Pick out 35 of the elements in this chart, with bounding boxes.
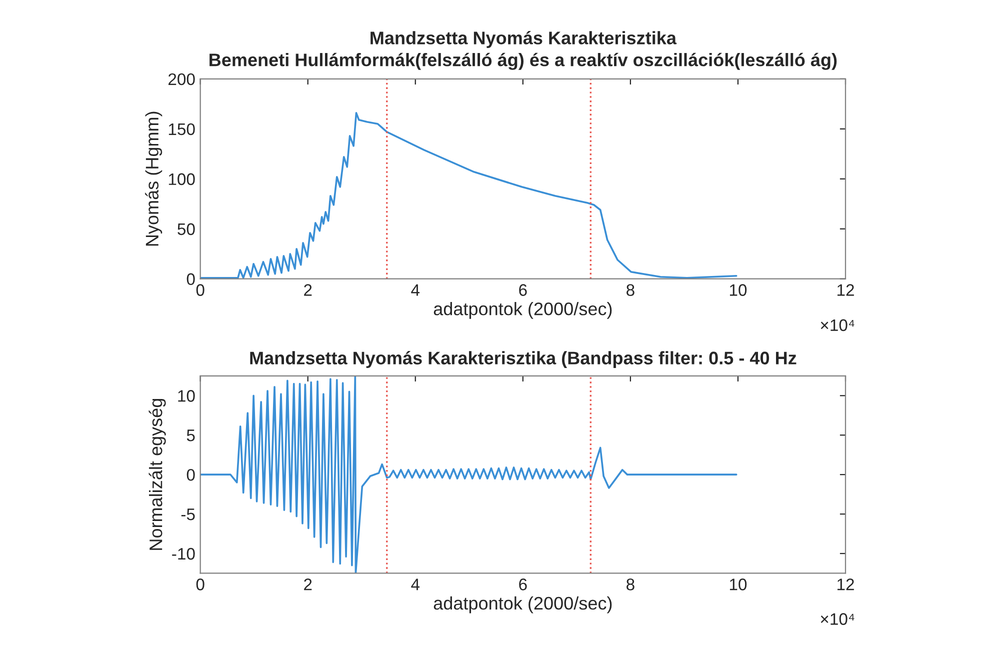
y-tick-label: 10 <box>178 390 195 402</box>
x-axis-title: adatpontok (2000/sec) <box>434 302 612 319</box>
x-tick-label: 0 <box>196 578 204 590</box>
line-series <box>200 376 738 574</box>
x-tick-label: 10 <box>730 284 747 296</box>
x-tick-label: 0 <box>196 284 204 296</box>
x-tick-label: 4 <box>411 578 420 590</box>
x-tick-label: 2 <box>304 284 312 296</box>
y-tick-label: 150 <box>168 123 195 136</box>
chart-title: Mandzsetta Nyomás Karakterisztika (Bandpass filter: 0.5 - 40 Hz <box>250 351 796 368</box>
y-axis-title: Nyomás (Hgmm) <box>145 112 162 246</box>
x-tick-label: 8 <box>626 578 634 590</box>
y-tick-label: 5 <box>186 430 195 442</box>
y-tick-label: 50 <box>178 223 195 236</box>
x-tick-label: 6 <box>519 284 527 296</box>
x-tick-label: 12 <box>838 284 854 296</box>
line-series <box>200 112 738 279</box>
y-tick-label: 0 <box>186 273 195 286</box>
text: ×10⁴ <box>820 613 854 625</box>
y-axis-title: Normalizált egység <box>148 398 166 550</box>
y-tick-label: 0 <box>186 468 195 481</box>
y-tick-label: 100 <box>168 173 195 186</box>
x-tick-label: 2 <box>304 578 312 590</box>
y-tick-label: 200 <box>168 73 195 86</box>
x-tick-label: 8 <box>626 284 634 296</box>
chart-title: Mandzsetta Nyomás Karakterisztika <box>370 30 677 48</box>
x-tick-label: 6 <box>519 578 527 590</box>
x-tick-label: 12 <box>838 578 854 590</box>
x-axis-title: adatpontok (2000/sec) <box>434 596 612 614</box>
text: ×10⁴ <box>820 319 854 332</box>
y-tick-label: -5 <box>181 508 195 520</box>
chart-subtitle: Bemeneti Hullámformák(felszálló ág) és a reaktív oszcillációk(leszálló ág) <box>210 52 837 70</box>
x-tick-label: 10 <box>730 578 747 590</box>
y-tick-label: -10 <box>172 548 195 560</box>
x-tick-label: 4 <box>411 284 420 296</box>
